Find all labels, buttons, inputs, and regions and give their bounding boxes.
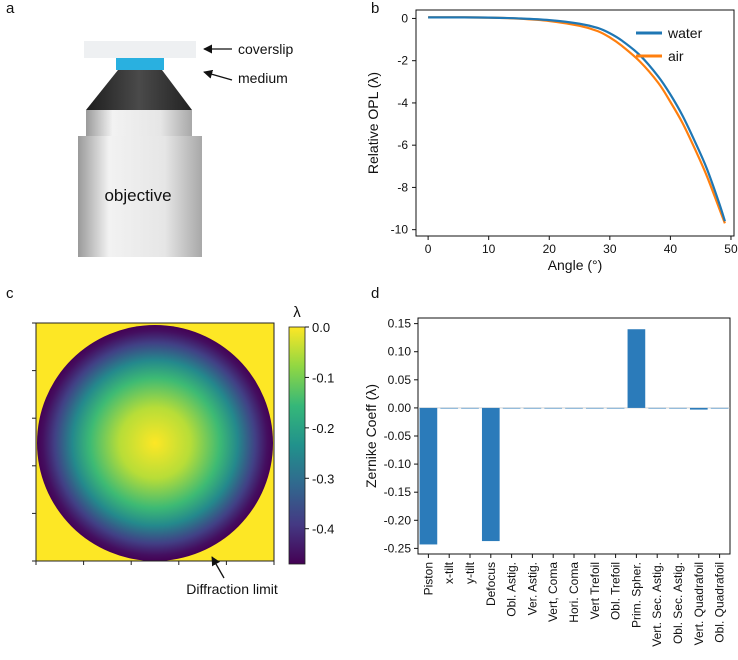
coverslip-shape (84, 41, 196, 58)
category-label: Obl. Trefoil (609, 562, 623, 620)
bar (648, 407, 667, 409)
category-label: Obl. Quadrafoil (713, 562, 727, 643)
bar (461, 407, 479, 409)
pupil-phase-disc (37, 325, 273, 561)
colorbar-tick-label: 0.0 (312, 320, 330, 335)
bar (544, 407, 563, 409)
x-axis-label: Angle (°) (548, 257, 603, 273)
category-label: Piston (421, 562, 435, 595)
zernike-bar-chart: 0.15 0.10 0.05 0.00 -0.05 -0.10 -0.15 -0.20 -0.2… (363, 317, 731, 647)
colorbar (288, 326, 306, 565)
bar (669, 407, 687, 409)
bar (502, 407, 521, 409)
category-label: Vert Trefoil (588, 562, 602, 619)
y-tick-label: -10 (391, 223, 409, 237)
y-tick-label: -0.05 (384, 429, 412, 443)
bar (689, 407, 708, 410)
objective-tip (86, 70, 192, 110)
bar (481, 407, 500, 542)
bar (419, 407, 438, 545)
x-tick-label: 30 (603, 242, 617, 256)
category-label: Ver. Astig. (525, 562, 539, 615)
category-label: Obl. Sec. Astig. (671, 562, 685, 644)
medium-arrow (203, 69, 233, 81)
objective-illustration: objective coverslip medium (78, 41, 293, 257)
category-label: Vert, Coma (546, 562, 560, 622)
y-axis-label: Relative OPL (λ) (365, 72, 381, 174)
legend-label-water: water (667, 25, 703, 41)
medium-label: medium (238, 70, 288, 86)
y-tick-label: -0.15 (384, 485, 412, 499)
y-tick-label: -4 (397, 96, 408, 110)
bar (710, 407, 729, 409)
objective-label: objective (104, 186, 171, 205)
bar (627, 329, 646, 408)
category-label: x-tilt (442, 561, 456, 584)
bar (440, 407, 459, 409)
heatmap-frame (35, 322, 275, 562)
panel-label-d: d (371, 285, 380, 302)
panel-label-a: a (6, 0, 15, 17)
y-tick-label: -8 (397, 180, 408, 194)
panel-label-c: c (6, 285, 14, 302)
y-tick-label: 0.05 (388, 373, 412, 387)
annotation-diffraction-limit: Diffraction limit (186, 581, 278, 597)
x-tick-label: 40 (664, 242, 678, 256)
plot-frame (415, 9, 735, 237)
category-label: Vert. Sec. Astig. (650, 562, 664, 647)
panel-label-b: b (371, 0, 380, 17)
opl-line-chart: 0 10 20 30 40 50 0 -2 -4 -6 -8 -10 water air Angle … (365, 9, 738, 273)
y-tick-label: -6 (397, 138, 408, 152)
y-tick-label: 0.15 (388, 317, 412, 331)
category-label: y-tilt (463, 561, 477, 584)
plot-frame (417, 317, 731, 555)
coverslip-label: coverslip (238, 41, 293, 57)
x-tick-label: 10 (482, 242, 496, 256)
category-label: Prim. Spher. (629, 562, 643, 628)
bar (585, 407, 604, 409)
bar (523, 407, 542, 409)
colorbar-tick-label: -0.3 (312, 471, 334, 486)
colorbar-label: λ (293, 304, 301, 321)
x-tick-label: 20 (543, 242, 557, 256)
legend-label-air: air (668, 48, 684, 64)
colorbar-tick-label: -0.4 (312, 522, 334, 537)
y-tick-label: -0.20 (384, 513, 412, 527)
series-line-water (428, 16, 726, 222)
y-tick-label: -0.10 (384, 457, 412, 471)
phase-map-heatmap: 0.0 -0.1 -0.2 -0.3 -0.4 λ Diffraction limit (32, 304, 334, 597)
y-axis-label: Zernike Coeff (λ) (363, 384, 379, 488)
category-label: Hori. Coma (567, 562, 581, 623)
x-tick-label: 0 (425, 242, 432, 256)
y-tick-label: 0 (401, 11, 408, 25)
y-tick-label: -2 (397, 54, 408, 68)
bar (565, 407, 583, 409)
colorbar-tick-label: -0.1 (312, 370, 334, 385)
y-tick-label: 0.00 (388, 401, 412, 415)
medium-drop (116, 58, 164, 70)
category-label: Vert. Quadrafoil (692, 562, 706, 645)
objective-collar (86, 110, 192, 136)
y-tick-label: 0.10 (388, 345, 412, 359)
y-tick-label: -0.25 (384, 541, 412, 555)
category-label: Obl. Astig. (505, 562, 519, 617)
colorbar-tick-label: -0.2 (312, 421, 334, 436)
legend: water air (636, 25, 703, 64)
x-tick-label: 50 (724, 242, 738, 256)
annotation-arrow (211, 556, 225, 579)
objective-body (78, 136, 202, 257)
bar (606, 407, 625, 409)
category-label: Defocus (484, 562, 498, 606)
